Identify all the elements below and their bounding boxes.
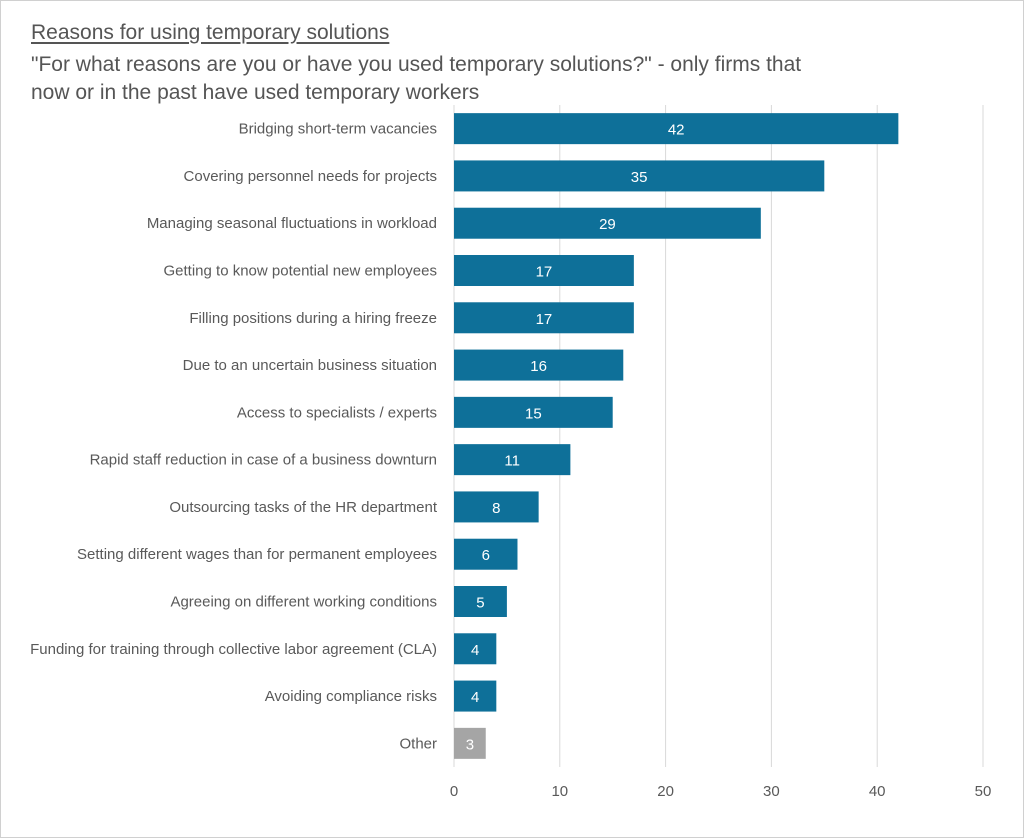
category-label: Rapid staff reduction in case of a busin… — [90, 452, 437, 469]
data-label: 35 — [631, 169, 648, 186]
data-label: 4 — [471, 689, 479, 706]
x-tick-label: 50 — [975, 783, 992, 800]
data-label: 8 — [492, 500, 500, 517]
data-label: 4 — [471, 642, 479, 659]
category-label: Filling positions during a hiring freeze — [189, 310, 437, 327]
data-label: 42 — [668, 122, 685, 139]
data-label: 17 — [536, 264, 553, 281]
data-label: 29 — [599, 216, 616, 233]
category-label: Agreeing on different working conditions — [170, 594, 437, 611]
bar — [454, 680, 497, 712]
x-tick-label: 40 — [869, 783, 886, 800]
category-label: Managing seasonal fluctuations in worklo… — [147, 215, 437, 232]
bar — [454, 633, 497, 665]
data-label: 5 — [476, 595, 484, 612]
data-label: 11 — [504, 453, 520, 470]
bar — [454, 396, 613, 428]
bar — [454, 113, 899, 145]
category-label: Avoiding compliance risks — [265, 688, 437, 705]
bar — [454, 586, 507, 617]
x-tick-label: 20 — [657, 783, 674, 800]
bar — [454, 349, 624, 381]
data-label: 6 — [482, 547, 490, 564]
category-label: Covering personnel needs for projects — [184, 168, 437, 185]
chart-subtitle: "For what reasons are you or have you us… — [31, 53, 802, 104]
bar — [454, 255, 634, 286]
bar — [454, 491, 539, 523]
bar — [454, 302, 634, 334]
chart-title: Reasons for using temporary solutions — [31, 21, 390, 44]
category-label: Getting to know potential new employees — [164, 263, 438, 280]
data-label: 17 — [536, 311, 553, 328]
category-label: Setting different wages than for permane… — [77, 546, 437, 563]
data-label: 15 — [525, 405, 542, 422]
bar — [454, 160, 825, 192]
bar — [454, 538, 518, 570]
bar — [454, 207, 761, 239]
category-label: Other — [399, 735, 437, 752]
x-tick-label: 10 — [551, 783, 568, 800]
bar — [454, 727, 486, 759]
category-label: Bridging short-term vacancies — [239, 121, 437, 138]
category-label: Funding for training through collective … — [30, 641, 437, 658]
bar — [454, 444, 571, 476]
x-tick-label: 0 — [450, 783, 458, 800]
category-label: Access to specialists / experts — [237, 404, 437, 421]
data-label: 16 — [530, 358, 547, 375]
category-label: Due to an uncertain business situation — [183, 357, 437, 374]
category-label: Outsourcing tasks of the HR department — [169, 499, 437, 516]
data-label: 3 — [466, 736, 474, 753]
x-tick-label: 30 — [763, 783, 780, 800]
